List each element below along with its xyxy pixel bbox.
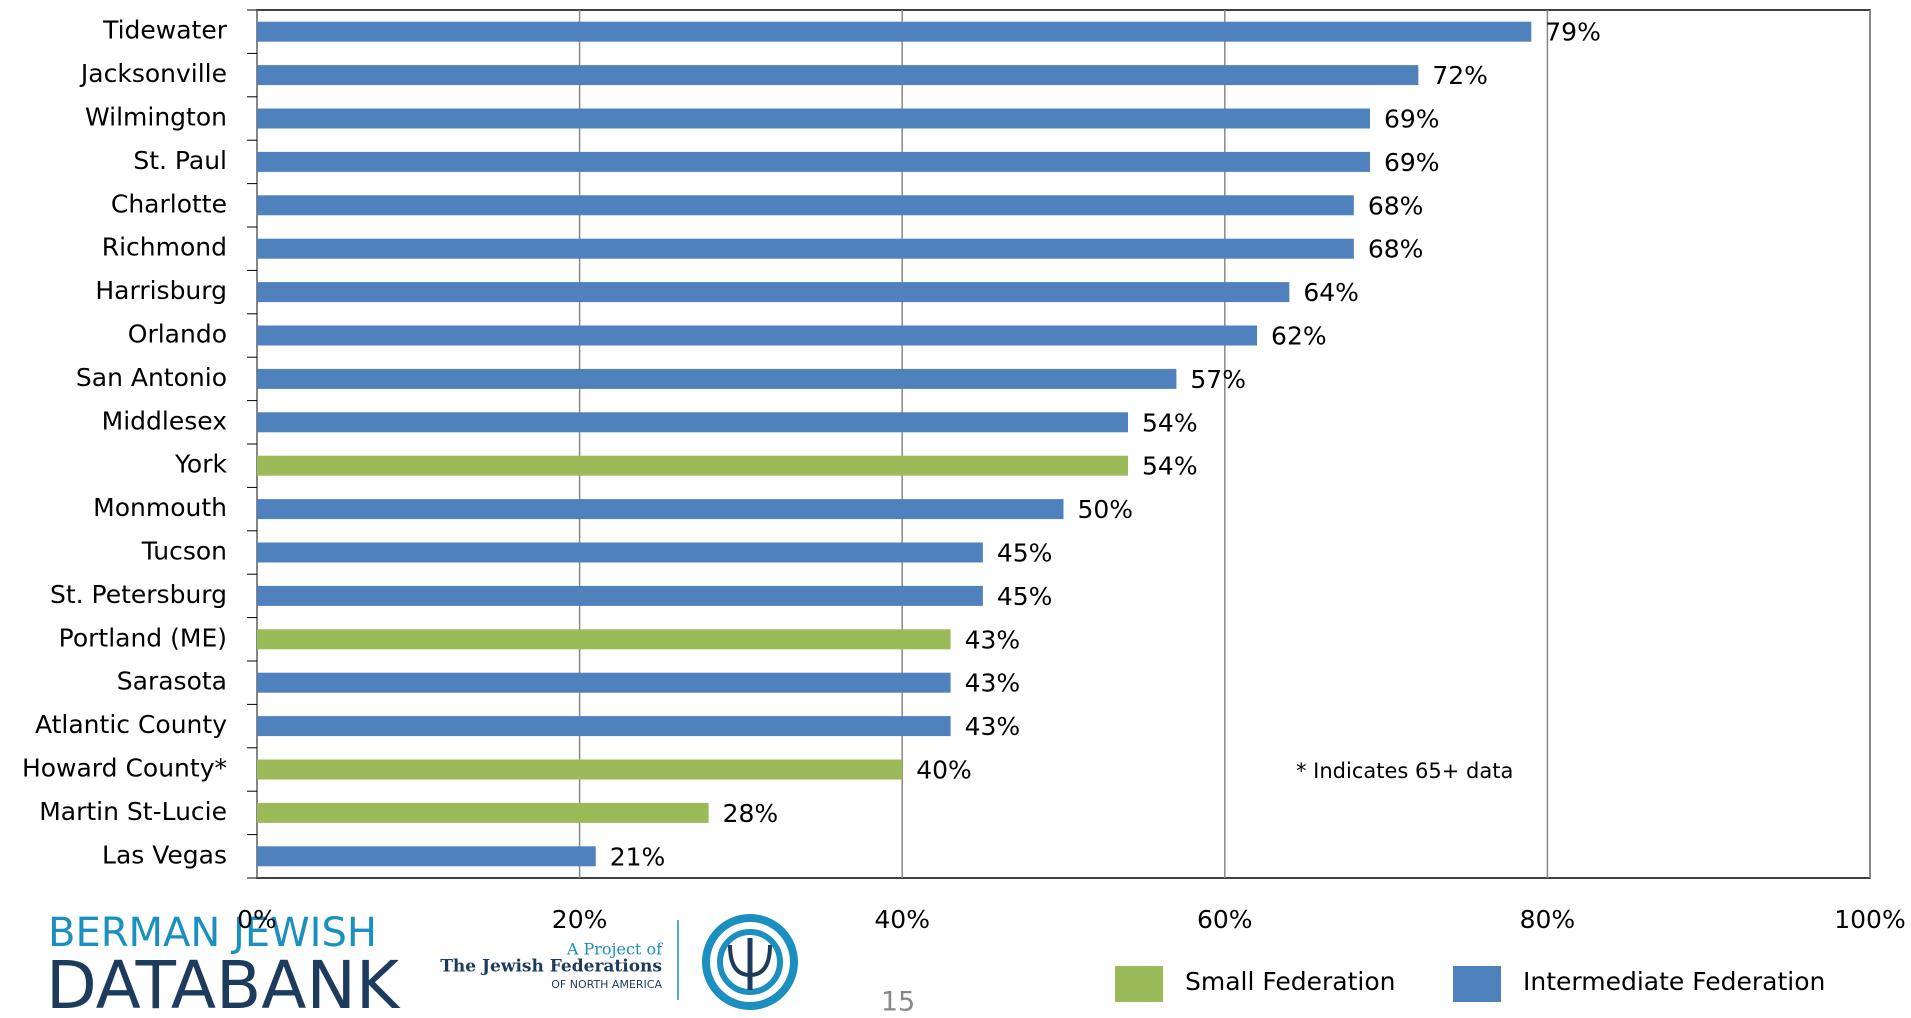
x-tick-label: 100% bbox=[1834, 905, 1905, 934]
bar bbox=[257, 325, 1258, 346]
y-tick-label: York bbox=[174, 450, 228, 479]
y-tick-label: Charlotte bbox=[111, 189, 227, 218]
annotation: * Indicates 65+ data bbox=[1296, 759, 1513, 783]
north-america: OF NORTH AMERICA bbox=[551, 978, 662, 991]
bar bbox=[257, 368, 1177, 389]
value-label: 68% bbox=[1368, 235, 1424, 264]
value-label: 54% bbox=[1142, 408, 1198, 437]
y-tick-label: Wilmington bbox=[85, 103, 227, 132]
value-label: 79% bbox=[1545, 18, 1601, 47]
bar bbox=[257, 238, 1354, 259]
bar bbox=[257, 455, 1129, 476]
menorah-logo bbox=[702, 914, 798, 1010]
y-tick-label: Howard County* bbox=[22, 754, 227, 783]
value-label: 50% bbox=[1078, 495, 1134, 524]
value-label: 69% bbox=[1384, 148, 1440, 177]
project-of: A Project of bbox=[566, 940, 663, 959]
value-label: 64% bbox=[1303, 278, 1359, 307]
y-tick-label: Monmouth bbox=[93, 493, 227, 522]
value-label: 21% bbox=[610, 842, 666, 871]
bar bbox=[257, 282, 1290, 303]
logo-line1: BERMAN JEWISH bbox=[48, 910, 377, 956]
bar bbox=[257, 542, 983, 563]
bar bbox=[257, 759, 903, 780]
y-tick-label: Tidewater bbox=[102, 16, 228, 45]
bar bbox=[257, 65, 1419, 86]
value-label: 45% bbox=[997, 539, 1053, 568]
value-label: 40% bbox=[916, 756, 972, 785]
y-tick-label: Harrisburg bbox=[95, 276, 227, 305]
bar bbox=[257, 629, 951, 650]
x-tick-label: 60% bbox=[1197, 905, 1253, 934]
bar bbox=[257, 412, 1129, 433]
value-label: 62% bbox=[1271, 322, 1327, 351]
bar bbox=[257, 585, 983, 606]
plot-frame bbox=[256, 9, 1871, 879]
page-number: 15 bbox=[881, 987, 915, 1018]
y-tick-label: San Antonio bbox=[76, 363, 227, 392]
logo-line2: DATABANK bbox=[46, 947, 401, 1018]
legend-swatch bbox=[1453, 966, 1501, 1002]
x-tick-label: 80% bbox=[1520, 905, 1576, 934]
bar bbox=[257, 846, 596, 867]
value-label: 43% bbox=[965, 625, 1021, 654]
bar bbox=[257, 802, 709, 823]
value-label: 54% bbox=[1142, 452, 1198, 481]
bar bbox=[257, 195, 1354, 216]
y-tick-label: Atlantic County bbox=[35, 710, 227, 739]
value-label: 57% bbox=[1190, 365, 1246, 394]
y-tick-label: Jacksonville bbox=[79, 59, 227, 88]
bar bbox=[257, 151, 1370, 172]
y-tick-label: Martin St-Lucie bbox=[39, 797, 227, 826]
legend-swatch bbox=[1115, 966, 1163, 1002]
y-tick-label: Tucson bbox=[141, 537, 227, 566]
bar bbox=[257, 108, 1370, 129]
value-label: 69% bbox=[1384, 105, 1440, 134]
y-tick-label: St. Petersburg bbox=[50, 580, 227, 609]
bar bbox=[257, 499, 1064, 520]
legend-label: Intermediate Federation bbox=[1523, 967, 1825, 996]
federations: The Jewish Federations bbox=[440, 957, 662, 977]
y-tick-label: Richmond bbox=[102, 233, 227, 262]
x-tick-label: 0% bbox=[237, 905, 277, 934]
legend-label: Small Federation bbox=[1185, 967, 1396, 996]
bar bbox=[257, 672, 951, 693]
y-tick-label: Portland (ME) bbox=[59, 623, 227, 652]
x-tick-label: 20% bbox=[552, 905, 608, 934]
y-tick-label: Sarasota bbox=[117, 667, 227, 696]
value-label: 43% bbox=[965, 669, 1021, 698]
y-tick-label: Orlando bbox=[128, 320, 227, 349]
value-label: 68% bbox=[1368, 191, 1424, 220]
x-tick-label: 40% bbox=[874, 905, 930, 934]
value-label: 43% bbox=[965, 712, 1021, 741]
value-label: 72% bbox=[1432, 61, 1488, 90]
y-tick-label: St. Paul bbox=[133, 146, 227, 175]
bar bbox=[257, 21, 1532, 42]
bar bbox=[257, 716, 951, 737]
value-label: 28% bbox=[723, 799, 779, 828]
y-tick-label: Middlesex bbox=[102, 406, 227, 435]
value-label: 45% bbox=[997, 582, 1053, 611]
y-tick-label: Las Vegas bbox=[102, 840, 227, 869]
